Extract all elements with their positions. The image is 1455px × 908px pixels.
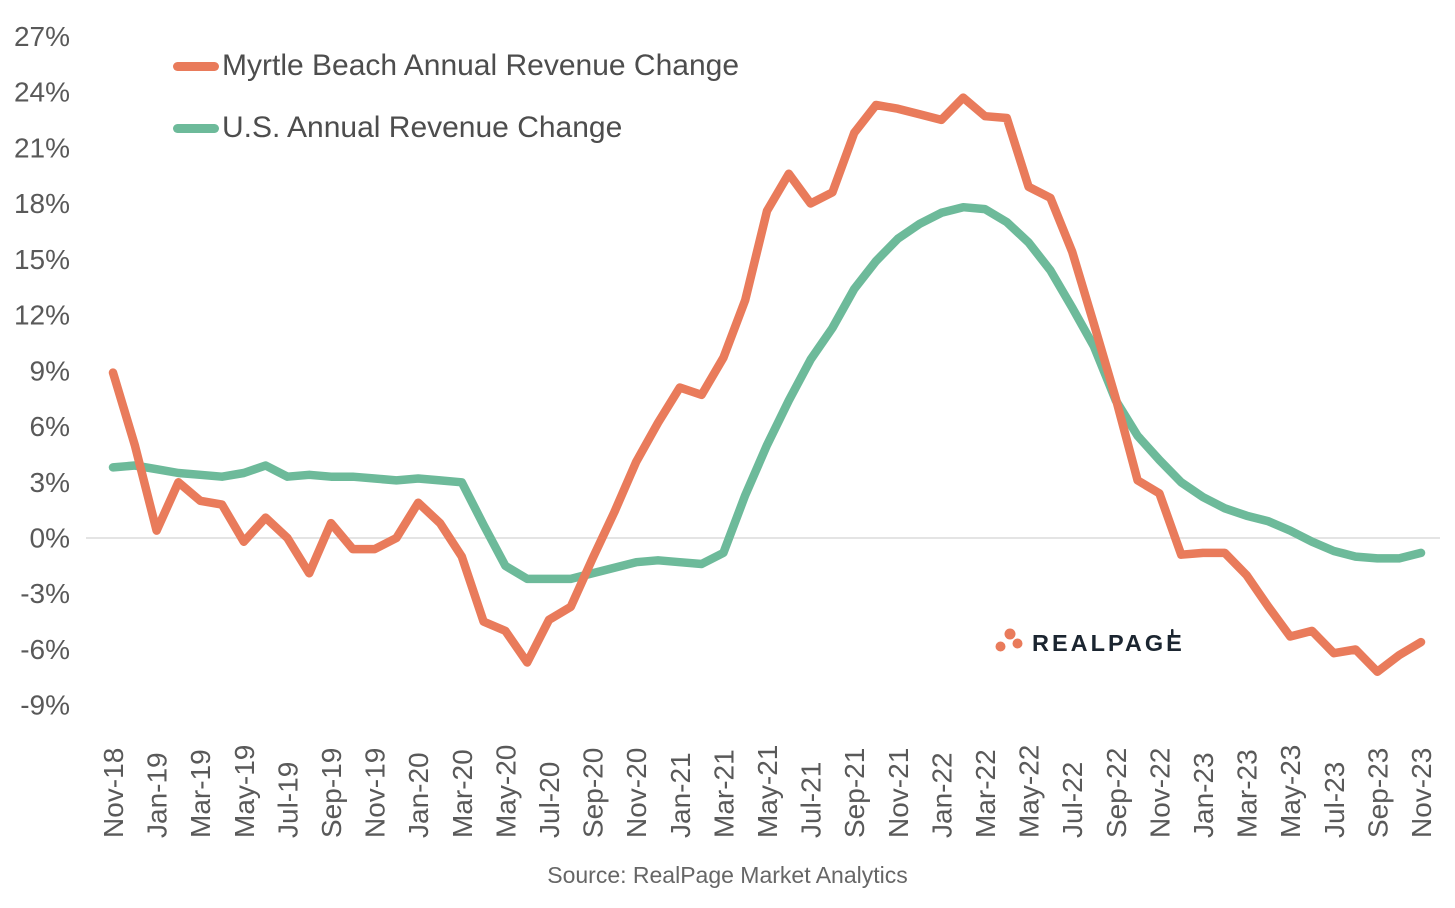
x-tick-label: Mar-19: [185, 749, 216, 838]
x-tick-label: May-19: [229, 745, 260, 838]
x-tick-label: Jul-23: [1319, 762, 1350, 838]
x-tick-label: Sep-23: [1362, 748, 1393, 838]
x-tick-label: Nov-22: [1144, 748, 1175, 838]
x-tick-label: Mar-22: [970, 749, 1001, 838]
x-tick-label: Mar-23: [1232, 749, 1263, 838]
x-tick-label: Mar-20: [447, 749, 478, 838]
source-note: Source: RealPage Market Analytics: [547, 862, 908, 888]
y-tick-label: 12%: [14, 300, 70, 331]
series-line-myrtle-beach-annual-revenue-change: [108, 93, 1426, 677]
y-tick-label: -3%: [20, 578, 70, 609]
x-tick-label: Sep-22: [1101, 748, 1132, 838]
y-tick-label: -6%: [20, 634, 70, 665]
x-tick-label: May-23: [1275, 745, 1306, 838]
legend-label-myrtle-beach: Myrtle Beach Annual Revenue Change: [222, 49, 740, 82]
x-tick-label: Sep-20: [578, 748, 609, 838]
legend-label-us: U.S. Annual Revenue Change: [222, 111, 623, 144]
x-tick-label: Sep-21: [839, 748, 870, 838]
y-tick-label: 0%: [30, 523, 70, 554]
x-tick-label: Jul-19: [272, 762, 303, 838]
realpage-logo-text: REALPAGE: [1032, 630, 1185, 656]
y-tick-label: -9%: [20, 690, 70, 721]
y-tick-label: 3%: [30, 467, 70, 498]
x-tick-label: Nov-18: [98, 748, 129, 838]
y-tick-label: 21%: [14, 132, 70, 163]
y-tick-label: 24%: [14, 77, 70, 108]
x-tick-label: Jul-22: [1057, 762, 1088, 838]
realpage-trademark-icon: [1171, 629, 1174, 637]
x-tick-label: Jan-20: [403, 752, 434, 838]
x-tick-label: Nov-21: [883, 748, 914, 838]
x-tick-label: Nov-19: [360, 748, 391, 838]
x-tick-label: Nov-23: [1406, 748, 1437, 838]
x-tick-label: May-22: [1014, 745, 1045, 838]
realpage-logo-dots-icon: [995, 628, 1023, 652]
x-tick-label: Jul-21: [796, 762, 827, 838]
x-tick-label: May-21: [752, 745, 783, 838]
y-tick-label: 18%: [14, 188, 70, 219]
y-tick-label: 27%: [14, 21, 70, 52]
legend-swatch-us-icon: [173, 123, 219, 133]
y-tick-label: 9%: [30, 355, 70, 386]
x-tick-label: Jan-19: [142, 752, 173, 838]
x-tick-label: May-20: [490, 745, 521, 838]
legend: Myrtle Beach Annual Revenue Change U.S. …: [173, 48, 739, 146]
series-line-u-s-annual-revenue-change: [108, 202, 1426, 584]
x-tick-label: Nov-20: [621, 748, 652, 838]
x-tick-label: Jan-22: [926, 752, 957, 838]
realpage-logo: REALPAGE: [995, 628, 1185, 656]
x-tick-label: Jul-20: [534, 762, 565, 838]
x-tick-label: Mar-21: [708, 749, 739, 838]
legend-swatch-myrtle-beach-icon: [173, 61, 219, 71]
legend-item-myrtle-beach: Myrtle Beach Annual Revenue Change: [173, 48, 739, 84]
x-tick-label: Jan-21: [665, 752, 696, 838]
y-tick-label: 15%: [14, 244, 70, 275]
y-tick-label: 6%: [30, 411, 70, 442]
x-tick-label: Sep-19: [316, 748, 347, 838]
x-tick-label: Jan-23: [1188, 752, 1219, 838]
legend-item-us: U.S. Annual Revenue Change: [173, 110, 739, 146]
